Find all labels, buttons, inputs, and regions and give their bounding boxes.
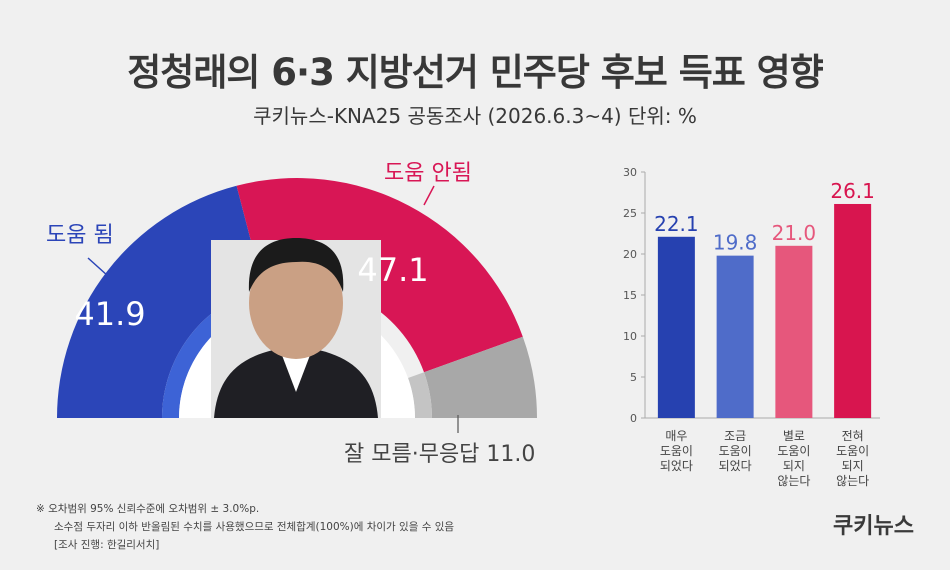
y-tick-label-0: 0 <box>630 412 637 425</box>
person-photo-shirt <box>280 350 312 392</box>
x-category-label-1-line-3: 되었다 <box>660 459 693 473</box>
x-category-label-3-line-4: 않는다 <box>777 474 810 488</box>
footnote-line-1: ※ 오차범위 95% 신뢰수준에 오차범위 ± 3.0%p. <box>36 503 260 515</box>
y-tick-label-1: 5 <box>630 371 637 384</box>
x-category-label-2-line-1: 조금 <box>724 429 746 443</box>
x-category-label-3-line-1: 별로 <box>783 429 805 443</box>
y-tick-label-4: 20 <box>623 248 637 261</box>
donut-inner-band-dont-know <box>408 372 432 418</box>
bar-value-label-2: 19.8 <box>713 231 758 255</box>
leader-line-not-helpful <box>423 185 435 206</box>
bar-value-label-4: 26.1 <box>830 179 875 203</box>
x-category-label-3-line-3: 되지 <box>783 459 805 473</box>
bar-value-label-3: 21.0 <box>772 221 817 245</box>
x-category-label-3-line-2: 도움이 <box>777 444 810 458</box>
footnote-line-3: [조사 진행: 한길리서치] <box>54 539 160 551</box>
x-category-label-4-line-4: 않는다 <box>836 474 869 488</box>
bar-2 <box>716 255 754 418</box>
bar-4 <box>834 203 872 418</box>
slice-value-not-helpful: 47.1 <box>357 251 428 289</box>
y-tick-label-2: 10 <box>623 330 637 343</box>
person-photo <box>211 238 381 418</box>
person-photo-face <box>249 247 343 359</box>
slice-label-not-helpful: 도움 안됨 <box>384 161 472 186</box>
y-tick-label-6: 30 <box>623 166 637 179</box>
x-category-label-2-line-3: 되었다 <box>719 459 752 473</box>
x-category-label-2-line-2: 도움이 <box>719 444 752 458</box>
person-photo-hair <box>248 238 344 292</box>
leader-line-helpful <box>87 257 109 277</box>
x-category-label-1-line-1: 매우 <box>665 429 687 443</box>
x-category-label-4-line-1: 전혀 <box>842 429 864 443</box>
chart-title: 정청래의 6·3 지방선거 민주당 후보 득표 영향 <box>127 51 824 94</box>
bar-3 <box>775 245 813 418</box>
x-category-label-1-line-2: 도움이 <box>660 444 693 458</box>
chart-subtitle: 쿠키뉴스-KNA25 공동조사 (2026.6.3~4) 단위: % <box>253 104 697 128</box>
brand-logo: 쿠키뉴스 <box>833 514 914 539</box>
footnote: ※ 오차범위 95% 신뢰수준에 오차범위 ± 3.0%p. 소수점 두자리 이… <box>36 500 454 554</box>
bar-value-label-1: 22.1 <box>654 212 699 236</box>
slice-value-dont-know: 11.0 <box>486 442 535 467</box>
y-tick-label-3: 15 <box>623 289 637 302</box>
bar-1 <box>657 236 695 418</box>
slice-label-dont-know: 잘 모름·무응답 11.0 <box>344 442 535 467</box>
slice-label-helpful: 도움 됨 <box>46 223 114 248</box>
slice-value-helpful: 41.9 <box>74 295 145 333</box>
x-category-label-4-line-3: 되지 <box>842 459 864 473</box>
footnote-line-2: 소수점 두자리 이하 반올림된 수치를 사용했으므로 전체합계(100%)에 차… <box>54 521 455 533</box>
y-tick-label-5: 25 <box>623 207 637 220</box>
x-category-label-4-line-2: 도움이 <box>836 444 869 458</box>
donut-slice-dont-know <box>424 336 537 418</box>
